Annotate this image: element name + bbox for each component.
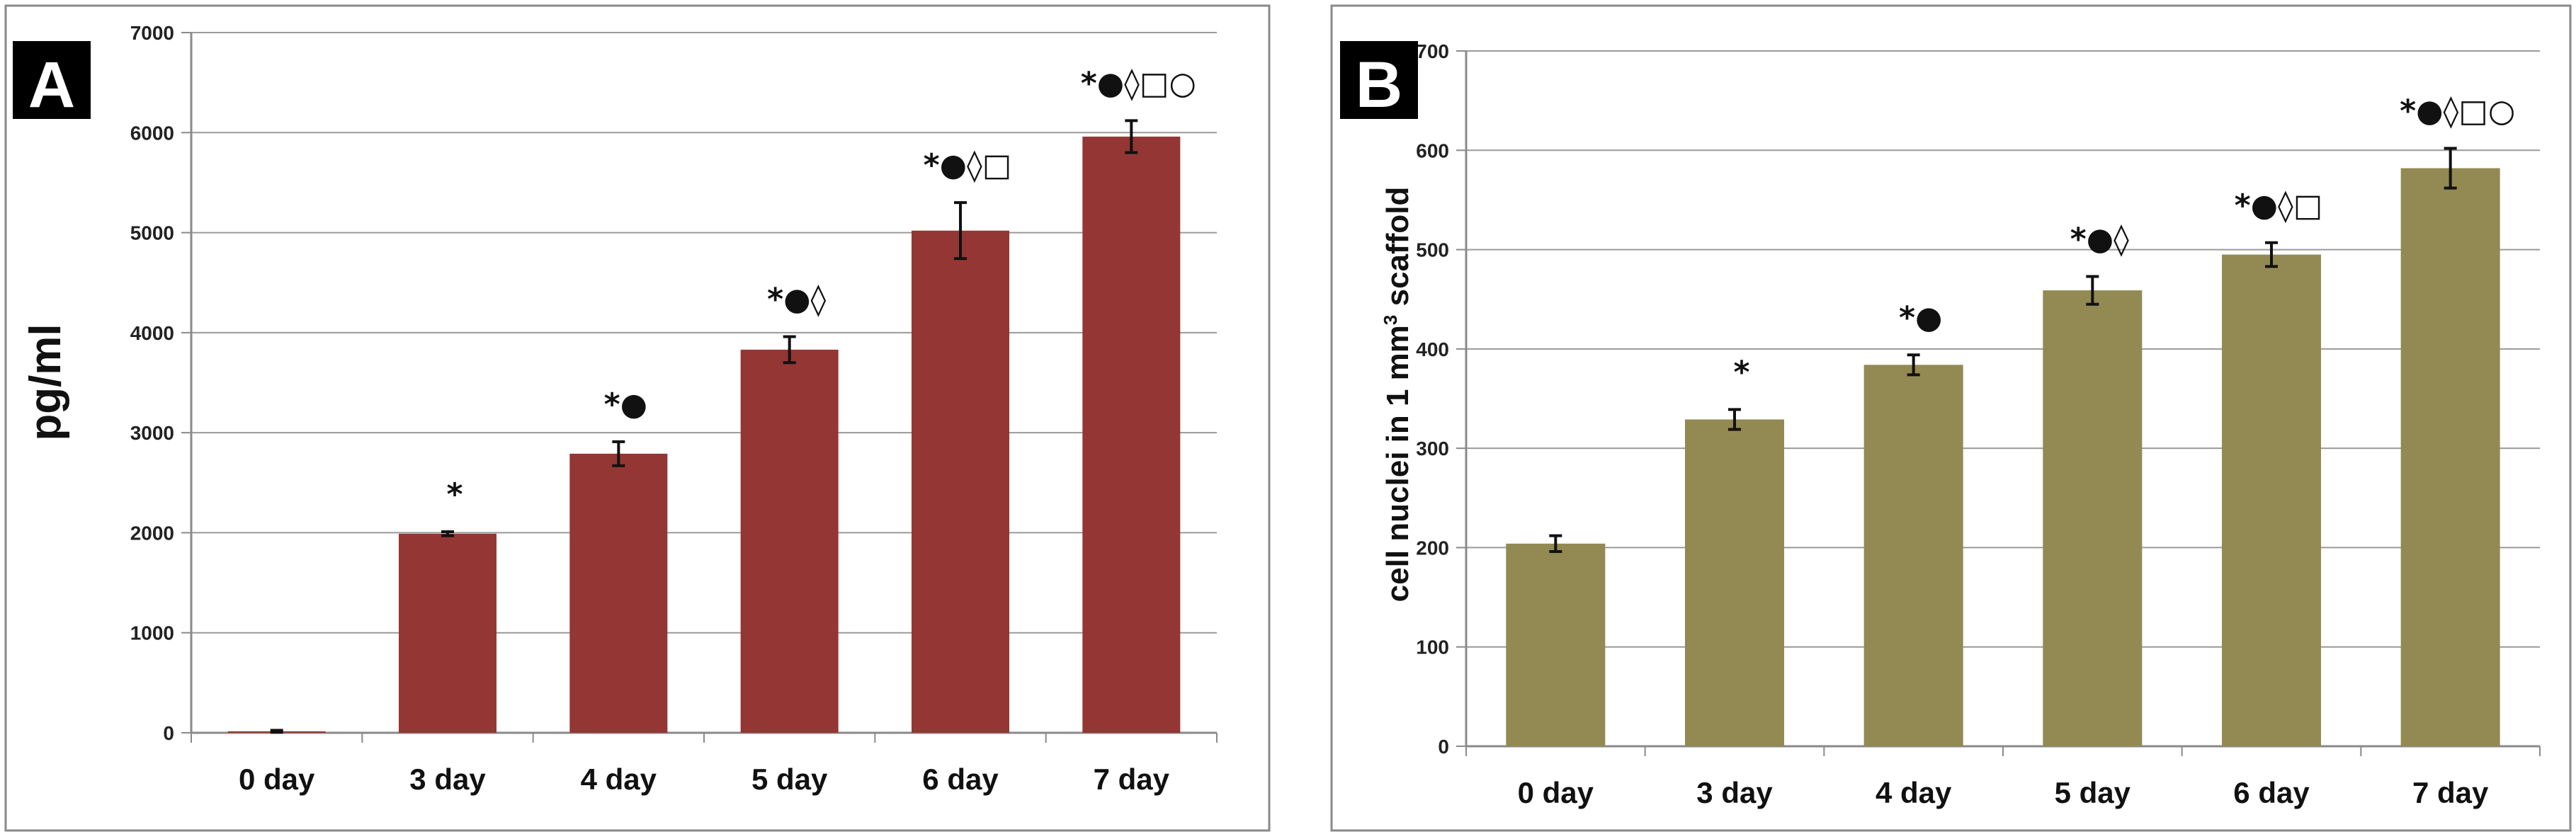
y-axis-title-superscript: 3 [1380,315,1401,325]
x-category-label: 0 day [239,763,315,796]
significance-marker: *●◊ [2070,221,2129,257]
bar [2043,290,2143,746]
x-category-label: 3 day [1696,776,1773,809]
y-axis-title-main: pg/ml [21,324,70,440]
significance-marker: *● [1899,299,1942,336]
significance-marker: *● [604,387,647,423]
significance-marker: * [1733,354,1749,390]
bar [912,230,1009,733]
y-tick-label: 0 [163,722,174,744]
bar [2222,254,2321,747]
x-category-label: 3 day [409,763,486,796]
y-tick-label: 0 [1438,736,1449,758]
y-tick-label: 400 [1416,338,1449,360]
y-tick-label: 300 [1416,438,1449,460]
chart-panel-B: 0 100 200 300 400 500 600 700 cell nuclei in 1 m… [1330,4,2572,832]
y-tick-label: 4000 [130,322,174,344]
y-axis-title-main: cell nuclei in 1 mm [1380,325,1415,602]
x-category-label: 6 day [2233,776,2310,809]
y-tick-label: 5000 [130,222,174,244]
x-category-label: 5 day [2055,776,2131,809]
y-tick-label: 700 [1416,40,1449,62]
y-tick-label: 2000 [130,522,174,544]
panel-label: A [28,49,75,121]
y-tick-label: 7000 [130,22,174,44]
x-category-label: 4 day [1876,776,1952,809]
bar [1506,543,1606,746]
y-tick-label: 1000 [130,622,174,644]
y-axis-title: pg/ml [21,324,70,440]
x-category-label: 0 day [1518,776,1594,809]
bar [1863,365,1963,746]
bar [2400,168,2500,747]
significance-marker: *●◊□○ [2400,93,2515,129]
x-category-label: 7 day [1094,763,1170,796]
y-tick-label: 600 [1416,139,1449,161]
chart-panel-A: 0 1000 2000 3000 4000 5000 6000 7000 pg/ml 0 day 3… [4,4,1271,832]
y-axis-title-rest: scaffold [1380,187,1415,315]
significance-marker: *●◊□ [924,147,1012,183]
panel-badge [13,41,91,119]
x-category-label: 4 day [581,763,657,796]
x-category-label: 7 day [2412,776,2489,809]
significance-marker: *●◊ [767,282,826,318]
y-tick-label: 500 [1416,239,1449,261]
x-category-label: 6 day [922,763,999,796]
panel-label: B [1356,49,1402,121]
y-tick-label: 100 [1416,637,1449,658]
y-tick-label: 3000 [130,422,174,444]
panel-badge [1340,41,1418,119]
y-tick-label: 6000 [130,122,174,144]
bar [1685,419,1784,746]
bar [569,453,668,733]
significance-marker: *●◊□○ [1081,65,1196,101]
x-category-label: 5 day [751,763,828,796]
y-tick-label: 200 [1416,537,1449,559]
significance-marker: * [446,476,463,513]
bar [399,533,497,733]
bar [740,349,839,733]
bar [1082,136,1181,734]
y-axis-title: cell nuclei in 1 mm3 scaffold [1380,187,1415,603]
significance-marker: *●◊□ [2235,188,2323,224]
